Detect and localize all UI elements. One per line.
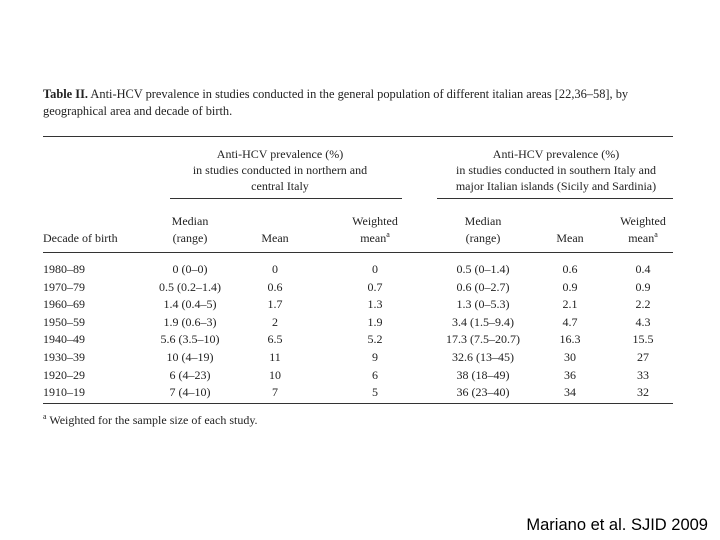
citation-credit: Mariano et al. SJID 2009	[526, 516, 708, 534]
col-header-wmean-north: meana	[360, 230, 390, 246]
col-header-mean-south: Mean	[556, 231, 584, 245]
cell-mean-north: 11	[269, 350, 281, 364]
cell-decade: 1960–69	[43, 297, 85, 312]
cell-median-south: 0.5 (0–1.4)	[456, 262, 510, 276]
col-header-weighted-south: Weighted	[620, 214, 666, 228]
bottom-rule	[43, 403, 673, 404]
cell-decade: 1940–49	[43, 332, 85, 347]
cell-mean-south: 4.7	[562, 314, 578, 329]
cell-wmean-south: 0.9	[635, 279, 651, 294]
cell-decade: 1930–39	[43, 350, 85, 364]
group-rule-north	[170, 198, 402, 199]
col-header-range-north: (range)	[172, 231, 208, 245]
cell-mean-south: 0.9	[562, 279, 578, 294]
cell-decade: 1910–19	[43, 385, 85, 400]
group-rule-south	[437, 198, 673, 199]
cell-wmean-north: 5.2	[367, 332, 383, 347]
col-header-wmean-south: meana	[628, 230, 658, 246]
col-header-weighted-north: Weighted	[352, 214, 398, 228]
cell-wmean-north: 0.7	[367, 279, 383, 294]
header-rule	[43, 252, 673, 253]
cell-mean-north: 1.7	[267, 297, 283, 312]
cell-decade: 1950–59	[43, 314, 85, 329]
cell-mean-north: 0	[272, 262, 278, 276]
cell-wmean-south: 4.3	[635, 314, 651, 329]
cell-median-north: 0 (0–0)	[172, 262, 208, 276]
cell-mean-north: 2	[272, 314, 278, 329]
cell-median-north: 7 (4–10)	[169, 385, 211, 400]
cell-median-south: 17.3 (7.5–20.7)	[446, 332, 520, 347]
col-header-mean-north: Mean	[261, 231, 289, 245]
cell-mean-south: 34	[564, 385, 576, 400]
group-header-north: Anti-HCV prevalence (%) in studies condu…	[192, 147, 368, 193]
table-caption: Table II. Anti-HCV prevalence in studies…	[43, 86, 693, 120]
cell-wmean-south: 27	[637, 350, 649, 364]
cell-mean-south: 36	[564, 367, 576, 382]
cell-median-north: 1.4 (0.4–5)	[163, 297, 217, 312]
cell-wmean-north: 9	[372, 350, 378, 364]
col-header-median-north: Median	[171, 214, 209, 228]
cell-median-north: 10 (4–19)	[166, 350, 214, 364]
cell-mean-south: 30	[564, 350, 576, 364]
cell-decade: 1980–89	[43, 262, 85, 276]
cell-wmean-south: 32	[637, 385, 649, 400]
cell-median-north: 6 (4–23)	[169, 367, 211, 382]
cell-wmean-north: 6	[372, 367, 378, 382]
top-rule	[43, 136, 673, 137]
cell-mean-north: 7	[272, 385, 278, 400]
cell-median-south: 1.3 (0–5.3)	[456, 297, 510, 312]
cell-wmean-south: 2.2	[635, 297, 651, 312]
cell-median-south: 3.4 (1.5–9.4)	[452, 314, 514, 329]
cell-mean-north: 0.6	[267, 279, 283, 294]
cell-wmean-north: 1.3	[367, 297, 383, 312]
cell-wmean-south: 33	[637, 367, 649, 382]
cell-wmean-north: 0	[372, 262, 378, 276]
cell-decade: 1920–29	[43, 367, 85, 382]
group-header-south: Anti-HCV prevalence (%) in studies condu…	[455, 147, 657, 193]
cell-median-north: 5.6 (3.5–10)	[160, 332, 220, 347]
cell-median-south: 38 (18–49)	[456, 367, 510, 382]
cell-wmean-south: 0.4	[635, 262, 651, 276]
cell-wmean-north: 5	[372, 385, 378, 400]
cell-median-north: 0.5 (0.2–1.4)	[159, 279, 221, 294]
cell-wmean-south: 15.5	[632, 332, 654, 347]
cell-median-south: 36 (23–40)	[456, 385, 510, 400]
table-label: Table II.	[43, 87, 88, 101]
table-footnote: a Weighted for the sample size of each s…	[43, 412, 258, 428]
cell-mean-north: 6.5	[267, 332, 283, 347]
cell-mean-south: 16.3	[559, 332, 581, 347]
col-header-median-south: Median	[464, 214, 502, 228]
cell-median-north: 1.9 (0.6–3)	[163, 314, 217, 329]
cell-mean-south: 2.1	[562, 297, 578, 312]
table-title: Anti-HCV prevalence in studies conducted…	[43, 87, 629, 118]
col-header-decade: Decade of birth	[43, 231, 118, 245]
col-header-range-south: (range)	[465, 231, 501, 245]
cell-mean-south: 0.6	[562, 262, 578, 276]
cell-median-south: 0.6 (0–2.7)	[456, 279, 510, 294]
cell-mean-north: 10	[269, 367, 281, 382]
cell-wmean-north: 1.9	[367, 314, 383, 329]
cell-decade: 1970–79	[43, 279, 85, 294]
cell-median-south: 32.6 (13–45)	[452, 350, 514, 364]
